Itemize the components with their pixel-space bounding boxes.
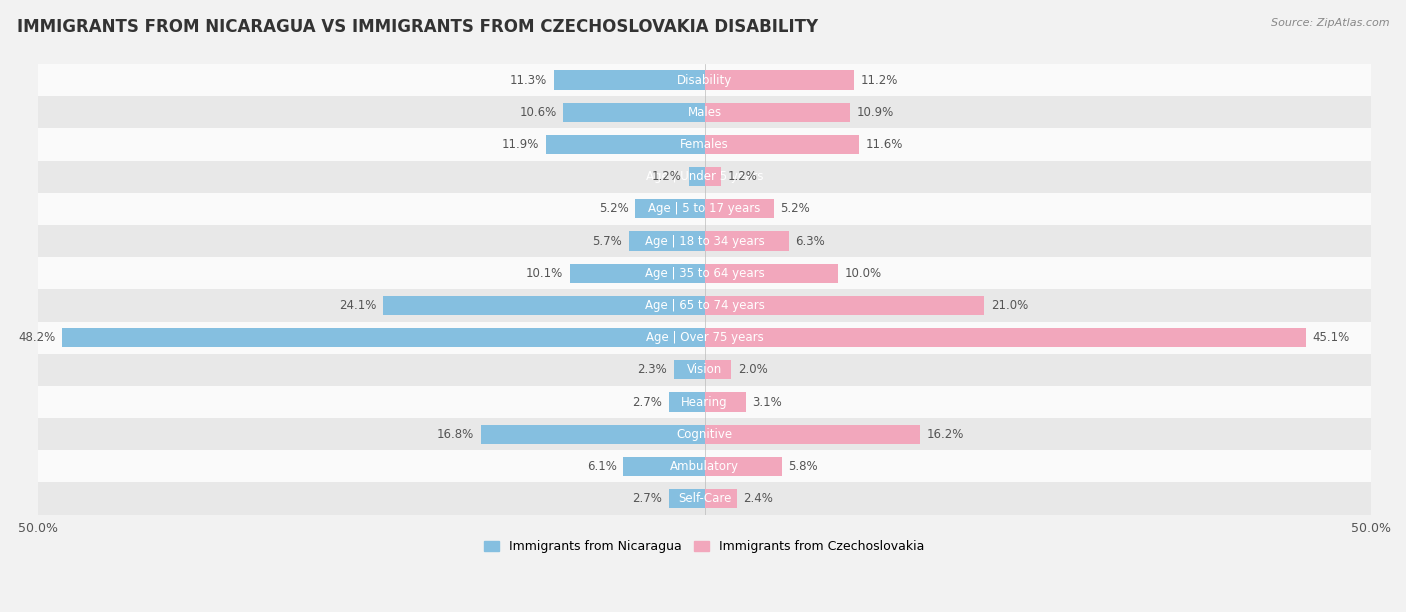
Bar: [38, 64, 1371, 96]
Bar: [669, 392, 704, 412]
Text: 2.7%: 2.7%: [633, 395, 662, 409]
Text: Age | 35 to 64 years: Age | 35 to 64 years: [645, 267, 765, 280]
Text: 5.8%: 5.8%: [789, 460, 818, 473]
Bar: [38, 96, 1371, 129]
Text: 10.1%: 10.1%: [526, 267, 564, 280]
Bar: [704, 199, 773, 218]
Bar: [554, 70, 704, 90]
Bar: [38, 289, 1371, 321]
Bar: [38, 482, 1371, 515]
Bar: [384, 296, 704, 315]
Text: Self-Care: Self-Care: [678, 492, 731, 505]
Bar: [673, 360, 704, 379]
Bar: [38, 160, 1371, 193]
Text: 48.2%: 48.2%: [18, 331, 55, 344]
Bar: [628, 231, 704, 251]
Text: Hearing: Hearing: [682, 395, 728, 409]
Text: 2.7%: 2.7%: [633, 492, 662, 505]
Text: Age | 18 to 34 years: Age | 18 to 34 years: [645, 234, 765, 247]
Text: 2.3%: 2.3%: [637, 364, 668, 376]
Bar: [704, 264, 838, 283]
Text: 11.6%: 11.6%: [866, 138, 903, 151]
Bar: [546, 135, 704, 154]
Bar: [704, 231, 789, 251]
Text: 6.1%: 6.1%: [586, 460, 617, 473]
Bar: [481, 425, 704, 444]
Text: 1.2%: 1.2%: [727, 170, 756, 183]
Bar: [704, 392, 745, 412]
Text: 5.2%: 5.2%: [599, 203, 628, 215]
Bar: [623, 457, 704, 476]
Text: 11.2%: 11.2%: [860, 73, 898, 86]
Bar: [704, 135, 859, 154]
Bar: [669, 489, 704, 508]
Bar: [704, 360, 731, 379]
Bar: [38, 321, 1371, 354]
Bar: [62, 328, 704, 347]
Bar: [38, 386, 1371, 418]
Bar: [564, 103, 704, 122]
Text: 16.8%: 16.8%: [437, 428, 474, 441]
Text: Source: ZipAtlas.com: Source: ZipAtlas.com: [1271, 18, 1389, 28]
Text: 45.1%: 45.1%: [1312, 331, 1350, 344]
Bar: [704, 103, 849, 122]
Text: 21.0%: 21.0%: [991, 299, 1028, 312]
Text: 2.0%: 2.0%: [738, 364, 768, 376]
Text: 11.9%: 11.9%: [502, 138, 540, 151]
Text: 3.1%: 3.1%: [752, 395, 782, 409]
Text: Disability: Disability: [676, 73, 733, 86]
Text: 10.6%: 10.6%: [519, 106, 557, 119]
Bar: [704, 425, 921, 444]
Text: 1.2%: 1.2%: [652, 170, 682, 183]
Text: Ambulatory: Ambulatory: [671, 460, 740, 473]
Text: Age | 65 to 74 years: Age | 65 to 74 years: [644, 299, 765, 312]
Text: 5.7%: 5.7%: [592, 234, 621, 247]
Bar: [38, 354, 1371, 386]
Text: Males: Males: [688, 106, 721, 119]
Bar: [38, 257, 1371, 289]
Text: 10.9%: 10.9%: [856, 106, 894, 119]
Text: 6.3%: 6.3%: [796, 234, 825, 247]
Text: Age | Under 5 years: Age | Under 5 years: [645, 170, 763, 183]
Bar: [38, 450, 1371, 482]
Bar: [704, 457, 782, 476]
Text: Cognitive: Cognitive: [676, 428, 733, 441]
Bar: [704, 296, 984, 315]
Text: IMMIGRANTS FROM NICARAGUA VS IMMIGRANTS FROM CZECHOSLOVAKIA DISABILITY: IMMIGRANTS FROM NICARAGUA VS IMMIGRANTS …: [17, 18, 818, 36]
Text: 5.2%: 5.2%: [780, 203, 810, 215]
Bar: [704, 70, 853, 90]
Text: Females: Females: [681, 138, 728, 151]
Text: 2.4%: 2.4%: [744, 492, 773, 505]
Bar: [704, 328, 1306, 347]
Text: 24.1%: 24.1%: [339, 299, 377, 312]
Text: Age | Over 75 years: Age | Over 75 years: [645, 331, 763, 344]
Bar: [38, 193, 1371, 225]
Bar: [704, 489, 737, 508]
Bar: [38, 129, 1371, 160]
Text: 10.0%: 10.0%: [845, 267, 882, 280]
Legend: Immigrants from Nicaragua, Immigrants from Czechoslovakia: Immigrants from Nicaragua, Immigrants fr…: [479, 535, 929, 558]
Bar: [38, 225, 1371, 257]
Bar: [636, 199, 704, 218]
Bar: [569, 264, 704, 283]
Bar: [38, 418, 1371, 450]
Bar: [704, 167, 720, 186]
Text: Age | 5 to 17 years: Age | 5 to 17 years: [648, 203, 761, 215]
Text: 11.3%: 11.3%: [510, 73, 547, 86]
Text: Vision: Vision: [688, 364, 723, 376]
Bar: [689, 167, 704, 186]
Text: 16.2%: 16.2%: [927, 428, 965, 441]
